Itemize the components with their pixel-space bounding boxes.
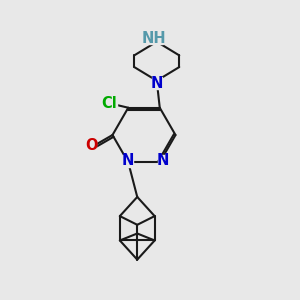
Bar <box>146 32 163 44</box>
Text: Cl: Cl <box>101 96 117 111</box>
Bar <box>86 140 96 152</box>
Text: N: N <box>151 76 163 91</box>
Text: N: N <box>157 153 169 168</box>
Bar <box>158 155 168 167</box>
Bar <box>123 155 133 167</box>
Text: O: O <box>85 138 98 153</box>
Text: N: N <box>122 153 134 168</box>
Bar <box>152 77 162 89</box>
Text: NH: NH <box>142 31 167 46</box>
Bar <box>100 97 118 109</box>
